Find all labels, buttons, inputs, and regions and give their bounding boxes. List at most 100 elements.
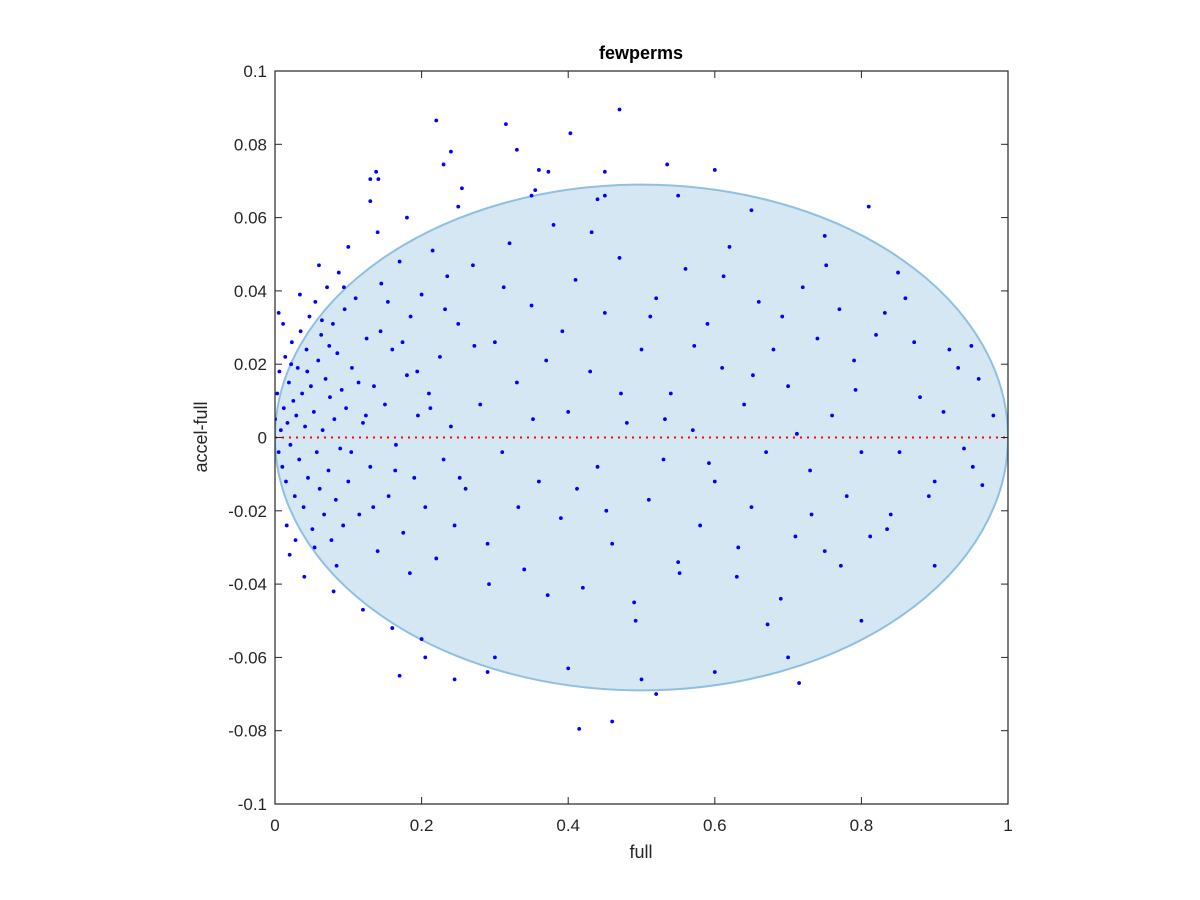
data-point [720, 365, 725, 370]
data-point [595, 464, 600, 469]
data-point [309, 384, 313, 389]
data-point [276, 450, 281, 455]
data-point [300, 391, 305, 396]
data-point [375, 549, 380, 554]
data-point [610, 541, 615, 546]
data-point [317, 263, 321, 268]
data-point [897, 450, 902, 455]
data-point [342, 285, 346, 290]
x-tick-label: 0.8 [850, 816, 874, 835]
data-point [334, 563, 339, 568]
data-point [361, 607, 365, 612]
data-point [822, 234, 827, 238]
data-point [375, 230, 380, 235]
data-point [991, 413, 996, 418]
data-point [339, 387, 344, 392]
data-point [278, 428, 283, 433]
data-point [438, 354, 442, 359]
data-point [632, 600, 637, 605]
y-tick-label: 0.06 [234, 209, 267, 228]
data-point [573, 278, 578, 282]
data-point [566, 409, 571, 414]
data-point [423, 655, 428, 660]
data-point [501, 285, 506, 290]
data-point [749, 208, 754, 213]
data-point [648, 314, 653, 319]
data-point [853, 387, 858, 392]
data-point [668, 391, 673, 396]
data-point [478, 402, 483, 407]
data-point [419, 292, 424, 297]
data-point [941, 409, 946, 414]
data-point [727, 245, 732, 249]
data-point [285, 420, 290, 425]
data-point [493, 340, 497, 345]
data-point [551, 223, 556, 227]
y-tick-label: 0.1 [243, 62, 267, 81]
data-point [284, 479, 288, 484]
data-point [430, 248, 435, 253]
data-point [303, 424, 307, 429]
data-point [568, 131, 573, 136]
data-point [624, 420, 629, 425]
y-tick-label: 0.08 [234, 135, 267, 154]
data-point [705, 321, 710, 326]
data-point [368, 199, 373, 204]
data-point [408, 314, 413, 319]
data-point [291, 398, 296, 403]
data-point [503, 122, 508, 127]
data-point [589, 230, 594, 235]
data-point [314, 450, 319, 455]
data-point [356, 380, 361, 385]
data-point [338, 446, 343, 451]
data-point [619, 391, 623, 396]
data-point [361, 420, 365, 425]
data-point [736, 545, 741, 550]
data-point [368, 177, 373, 182]
data-point [336, 270, 341, 275]
data-point [275, 391, 280, 396]
data-point [536, 479, 541, 484]
data-point [676, 560, 681, 565]
y-tick-label: 0 [258, 429, 267, 448]
data-point [838, 563, 843, 568]
data-point [786, 655, 790, 660]
data-point [514, 147, 519, 152]
data-point [313, 299, 318, 304]
data-point [932, 479, 937, 484]
data-point [281, 321, 285, 326]
y-tick-label: -0.04 [228, 575, 267, 594]
data-point [401, 530, 406, 535]
y-tick-label: -0.02 [228, 502, 267, 521]
data-point [463, 486, 468, 491]
data-point [830, 413, 834, 418]
data-point [544, 358, 549, 363]
data-point [350, 365, 354, 370]
data-point [457, 475, 462, 480]
data-point [304, 347, 309, 352]
x-axis-label: full [629, 842, 652, 862]
data-point [344, 406, 349, 411]
data-point [868, 534, 873, 539]
x-tick-label: 0.6 [703, 816, 727, 835]
data-point [386, 494, 391, 499]
data-point [676, 193, 681, 198]
data-point [277, 369, 282, 374]
x-tick-label: 0.2 [410, 816, 434, 835]
data-point [390, 626, 395, 630]
data-point [331, 589, 336, 594]
data-point [306, 475, 310, 480]
y-tick-label: 0.04 [234, 282, 267, 301]
data-point [610, 719, 615, 724]
data-point [516, 505, 521, 510]
data-point [301, 505, 306, 510]
data-point [292, 494, 297, 499]
data-point [452, 523, 457, 528]
data-point [346, 245, 351, 249]
data-point [837, 307, 842, 312]
data-point [319, 332, 324, 337]
data-point [322, 512, 327, 517]
data-point [690, 428, 695, 433]
data-point [276, 310, 281, 315]
data-point [326, 468, 331, 473]
